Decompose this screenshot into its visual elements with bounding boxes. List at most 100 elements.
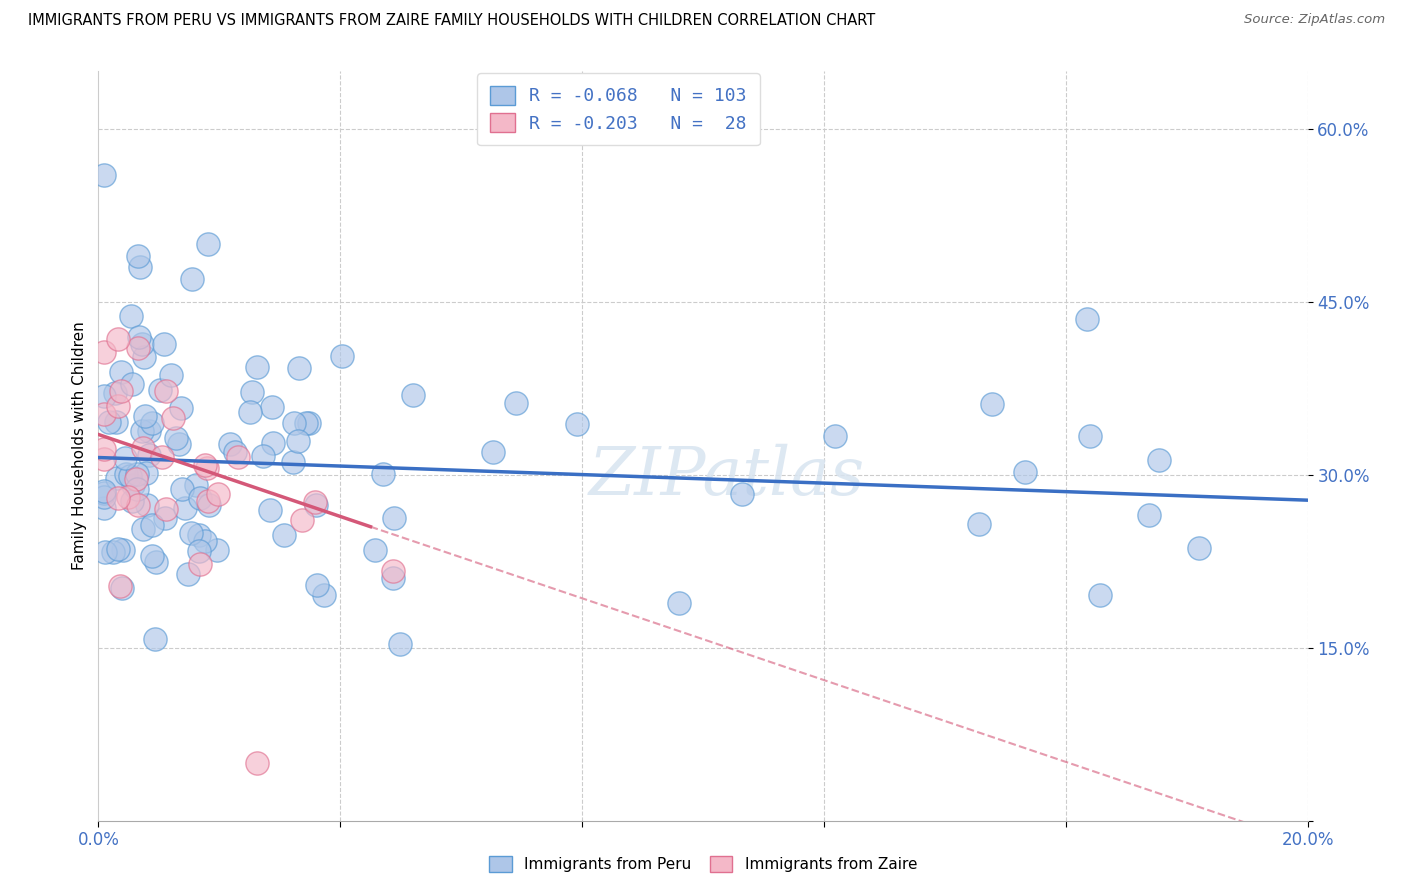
Point	[228, 450, 250, 465]
Point	[125, 467, 148, 481]
Point	[262, 436, 284, 450]
Point	[281, 455, 304, 469]
Point	[186, 478, 208, 492]
Point	[111, 581, 134, 595]
Point	[93, 452, 115, 467]
Point	[93, 490, 115, 504]
Point	[145, 555, 167, 569]
Point	[141, 518, 163, 533]
Point	[93, 407, 115, 421]
Point	[97, 415, 120, 429]
Point	[314, 588, 336, 602]
Point	[93, 442, 115, 456]
Point	[149, 384, 172, 398]
Point	[197, 494, 219, 508]
Legend: Immigrants from Peru, Immigrants from Zaire: Immigrants from Peru, Immigrants from Za…	[481, 848, 925, 880]
Point	[93, 500, 115, 515]
Point	[134, 409, 156, 423]
Point	[121, 309, 143, 323]
Point	[482, 445, 505, 459]
Point	[388, 637, 411, 651]
Point	[122, 478, 145, 492]
Point	[93, 485, 115, 500]
Point	[127, 341, 149, 355]
Point	[364, 543, 387, 558]
Point	[305, 498, 328, 512]
Point	[259, 502, 281, 516]
Point	[170, 482, 193, 496]
Point	[371, 467, 394, 482]
Point	[505, 396, 527, 410]
Point	[173, 500, 195, 515]
Point	[131, 337, 153, 351]
Point	[129, 260, 152, 275]
Text: Source: ZipAtlas.com: Source: ZipAtlas.com	[1244, 13, 1385, 27]
Point	[294, 416, 316, 430]
Point	[187, 544, 209, 558]
Point	[1188, 541, 1211, 555]
Point	[150, 450, 173, 464]
Point	[194, 533, 217, 548]
Point	[262, 400, 284, 414]
Point	[177, 566, 200, 581]
Point	[382, 570, 405, 584]
Point	[121, 377, 143, 392]
Point	[170, 401, 193, 416]
Point	[668, 596, 690, 610]
Point	[967, 516, 990, 531]
Point	[101, 545, 124, 559]
Point	[195, 461, 218, 475]
Point	[1078, 428, 1101, 442]
Point	[167, 437, 190, 451]
Point	[121, 494, 143, 508]
Legend: R = -0.068   N = 103, R = -0.203   N =  28: R = -0.068 N = 103, R = -0.203 N = 28	[477, 73, 759, 145]
Text: ZIPatlas: ZIPatlas	[589, 443, 865, 508]
Point	[127, 498, 149, 512]
Point	[136, 498, 159, 512]
Point	[194, 458, 217, 472]
Point	[127, 482, 149, 496]
Point	[112, 542, 135, 557]
Point	[402, 388, 425, 402]
Point	[246, 359, 269, 374]
Point	[128, 330, 150, 344]
Point	[155, 384, 177, 398]
Point	[125, 472, 148, 486]
Point	[138, 448, 160, 462]
Point	[162, 410, 184, 425]
Point	[107, 471, 129, 485]
Point	[283, 416, 305, 430]
Point	[155, 502, 177, 516]
Point	[1014, 466, 1036, 480]
Point	[114, 467, 136, 482]
Point	[188, 557, 211, 571]
Point	[246, 756, 269, 770]
Point	[93, 483, 115, 498]
Point	[224, 445, 246, 459]
Point	[330, 349, 353, 363]
Point	[110, 384, 132, 399]
Point	[93, 345, 115, 359]
Point	[104, 386, 127, 401]
Point	[565, 417, 588, 431]
Text: IMMIGRANTS FROM PERU VS IMMIGRANTS FROM ZAIRE FAMILY HOUSEHOLDS WITH CHILDREN CO: IMMIGRANTS FROM PERU VS IMMIGRANTS FROM …	[28, 13, 876, 29]
Point	[980, 397, 1002, 411]
Point	[107, 399, 129, 413]
Point	[134, 466, 156, 480]
Point	[114, 451, 136, 466]
Point	[118, 469, 141, 483]
Point	[1139, 508, 1161, 523]
Point	[824, 428, 846, 442]
Point	[382, 511, 405, 525]
Point	[252, 449, 274, 463]
Point	[180, 272, 202, 286]
Point	[305, 578, 328, 592]
Point	[219, 437, 242, 451]
Point	[127, 249, 149, 263]
Point	[197, 237, 219, 252]
Point	[141, 416, 163, 430]
Point	[131, 424, 153, 438]
Point	[153, 511, 176, 525]
Point	[131, 442, 153, 456]
Point	[104, 415, 127, 429]
